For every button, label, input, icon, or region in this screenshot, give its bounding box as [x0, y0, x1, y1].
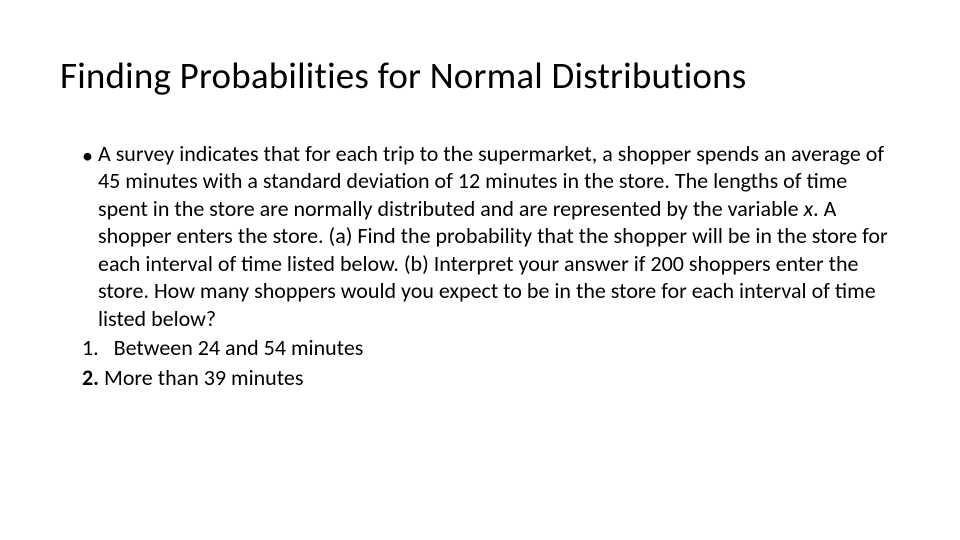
bullet-paragraph: A survey indicates that for each trip to…: [98, 140, 900, 333]
item2-text: More than 39 minutes: [104, 364, 303, 391]
item1-number: 1.: [82, 334, 99, 361]
slide-container: Finding Probabilities for Normal Distrib…: [0, 0, 960, 540]
numbered-item-2: 2. More than 39 minutes: [82, 364, 900, 392]
paragraph-text-pre: A survey indicates that for each trip to…: [98, 140, 884, 222]
bullet-marker: •: [82, 142, 98, 170]
paragraph-variable: x: [804, 195, 814, 222]
item2-number: 2.: [82, 364, 99, 391]
item1-text: Between 24 and 54 minutes: [114, 334, 364, 361]
slide-title: Finding Probabilities for Normal Distrib…: [60, 55, 900, 98]
numbered-item-1: 1. Between 24 and 54 minutes: [82, 334, 900, 362]
slide-body: • A survey indicates that for each trip …: [60, 140, 900, 392]
bullet-item: • A survey indicates that for each trip …: [82, 140, 900, 333]
